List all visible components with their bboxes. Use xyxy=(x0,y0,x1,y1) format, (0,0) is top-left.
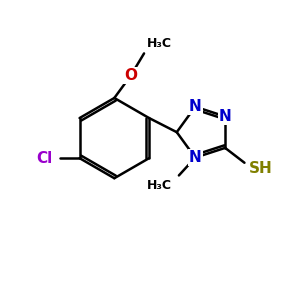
Text: N: N xyxy=(189,99,202,114)
Text: N: N xyxy=(189,150,202,165)
Text: H₃C: H₃C xyxy=(147,38,172,50)
Text: H₃C: H₃C xyxy=(146,179,172,192)
Text: Cl: Cl xyxy=(37,151,53,166)
Text: SH: SH xyxy=(249,161,273,176)
Text: N: N xyxy=(219,109,232,124)
Text: O: O xyxy=(124,68,137,83)
